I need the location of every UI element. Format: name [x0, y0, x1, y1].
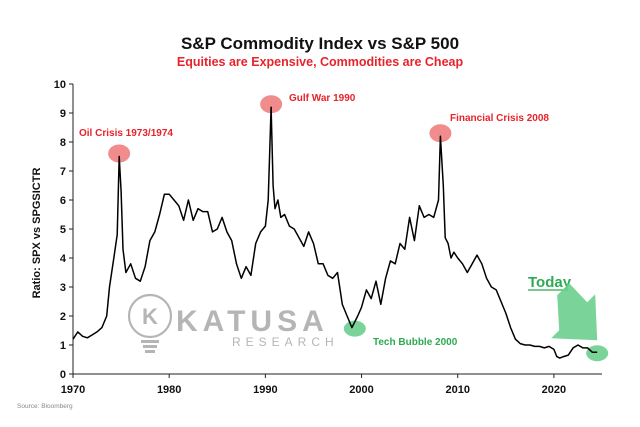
- lightbulb-icon: [127, 293, 173, 353]
- annotation-marker: [429, 124, 452, 143]
- watermark-name: KATUSA: [176, 305, 329, 338]
- annotation-marker: [343, 320, 366, 337]
- annotation-label: Oil Crisis 1973/1974: [79, 128, 173, 139]
- y-tick-label: 1: [60, 340, 66, 352]
- y-tick-label: 6: [60, 195, 66, 207]
- annotation-label: Financial Crisis 2008: [450, 113, 549, 124]
- logo-letter: K: [142, 304, 158, 329]
- y-tick-label: 10: [54, 79, 66, 91]
- y-axis-label: Ratio: SPX vs SPGSICTR: [31, 168, 43, 299]
- annotation-label: Gulf War 1990: [289, 93, 356, 104]
- chart-title: S&P Commodity Index vs S&P 500: [180, 34, 460, 53]
- y-tick-label: 7: [60, 166, 66, 178]
- y-tick-label: 5: [60, 224, 66, 236]
- y-tick-label: 2: [60, 311, 66, 323]
- y-tick-label: 4: [60, 253, 67, 265]
- source-note: Source: Bloomberg: [17, 403, 73, 410]
- chart-subtitle: Equities are Expensive, Commodities are …: [176, 55, 464, 69]
- annotation-label: Tech Bubble 2000: [373, 337, 458, 348]
- down-right-arrow-icon: [551, 283, 598, 341]
- x-tick-label: 1970: [61, 384, 85, 396]
- y-tick-label: 9: [60, 108, 66, 120]
- today-label: Today: [528, 274, 572, 291]
- watermark-tagline: RESEARCH: [232, 335, 339, 349]
- x-tick-label: 2010: [445, 384, 469, 396]
- series-line: [72, 106, 598, 359]
- y-tick-label: 8: [60, 137, 66, 149]
- x-tick-label: 2000: [349, 384, 373, 396]
- annotation-marker: [586, 345, 609, 362]
- y-tick-label: 0: [60, 369, 66, 381]
- x-tick-label: 2020: [542, 384, 566, 396]
- y-tick-label: 3: [60, 282, 66, 294]
- x-tick-label: 1980: [157, 384, 181, 396]
- annotation-marker: [108, 144, 131, 163]
- annotation-marker: [260, 95, 283, 114]
- x-tick-label: 1990: [253, 384, 277, 396]
- katusa-watermark: K KATUSA RESEARCH: [127, 293, 339, 353]
